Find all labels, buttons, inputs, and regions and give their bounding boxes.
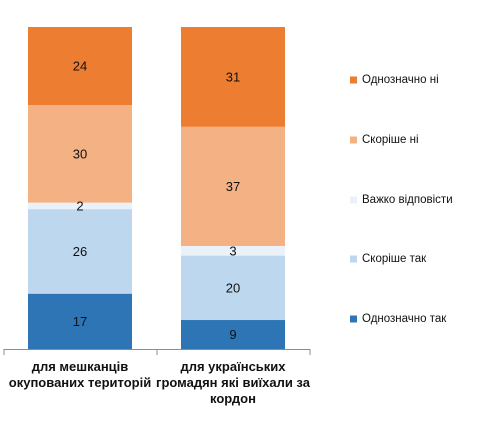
bar-segment-2-1 — [181, 320, 285, 349]
bar-segment-1-4 — [28, 105, 132, 203]
legend-label-3: Важко відповісти — [362, 194, 453, 206]
legend-label-2: Скоріше ні — [362, 134, 419, 146]
data-label-1-1: 17 — [73, 314, 87, 329]
legend-label-4: Скоріше так — [362, 253, 427, 265]
bar-segment-1-2 — [28, 209, 132, 294]
bar-segment-2-2 — [181, 255, 285, 321]
bars-group — [28, 27, 285, 349]
data-label-2-2: 20 — [226, 280, 240, 295]
bar-segment-1-5 — [28, 27, 132, 106]
category-label-2: для українських громадян які виїхали за ко… — [156, 359, 311, 406]
bar-segment-2-5 — [181, 27, 285, 127]
legend: Однозначно ні Скоріше ні Важко відповісти С… — [350, 74, 453, 325]
legend-label-5: Однозначно так — [362, 313, 447, 325]
legend-swatch-1 — [350, 76, 357, 84]
data-label-2-1: 9 — [229, 327, 236, 342]
data-label-1-5: 24 — [73, 59, 87, 74]
data-label-2-5: 31 — [226, 69, 240, 84]
legend-swatch-4 — [350, 255, 357, 263]
bar-segment-1-1 — [28, 293, 132, 349]
data-label-2-3: 3 — [229, 243, 236, 258]
bar-segment-2-4 — [181, 126, 285, 246]
data-label-1-2: 26 — [73, 244, 87, 259]
data-label-1-3: 2 — [76, 198, 83, 213]
bar-segment-2-3 — [181, 245, 285, 256]
legend-swatch-2 — [350, 136, 357, 144]
bar-segment-1-3 — [28, 202, 132, 210]
data-label-1-4: 30 — [73, 146, 87, 161]
x-axis-ticks — [3, 349, 311, 355]
data-label-2-4: 37 — [226, 179, 240, 194]
segment-labels-group: 17 26 2 30 24 9 20 3 37 31 — [73, 59, 240, 342]
category-label-1: для мешканців окупованих територій — [9, 359, 151, 390]
legend-swatch-3 — [350, 196, 357, 204]
legend-swatch-5 — [350, 315, 357, 323]
legend-label-1: Однозначно ні — [362, 74, 439, 86]
